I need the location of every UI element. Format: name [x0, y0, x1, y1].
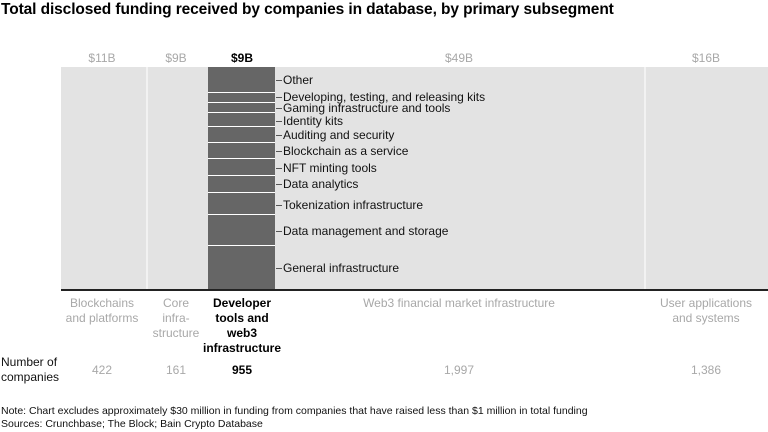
segment-label-nft: NFT minting tools [283, 161, 377, 175]
segment-general [208, 246, 275, 289]
segment-nft [208, 159, 275, 175]
value-user-apps: $16B [691, 51, 721, 65]
segment-dev-kits [208, 93, 275, 102]
category-label-core: Core infra- structure [153, 296, 200, 341]
label-line: User applications [659, 296, 753, 310]
label-line: and platforms [65, 311, 139, 325]
bar-developer-stack [208, 67, 275, 289]
segment-auditing [208, 127, 275, 142]
segment-other [208, 67, 275, 92]
segment-identity [208, 113, 275, 126]
segment-data-management [208, 215, 275, 245]
value-developer: $9B [230, 51, 254, 65]
tick-mark [276, 205, 282, 206]
tick-mark [276, 135, 282, 136]
label-line: companies [1, 370, 60, 384]
segment-label-tokenization: Tokenization infrastructure [283, 198, 424, 212]
label-line: and systems [672, 311, 740, 325]
tick-mark [276, 80, 282, 81]
count-developer: 955 [231, 363, 253, 377]
category-label-web3-financial: Web3 financial market infrastructure [363, 296, 555, 311]
segment-label-data-management: Data management and storage [283, 224, 449, 238]
segment-baas [208, 143, 275, 158]
value-web3-financial: $49B [444, 51, 474, 65]
segment-label-baas: Blockchain as a service [283, 144, 409, 158]
count-web3-financial: 1,997 [443, 363, 475, 377]
tick-mark [276, 184, 282, 185]
footnote-note: Note: Chart excludes approximately $30 m… [1, 405, 588, 417]
segment-label-auditing: Auditing and security [283, 128, 395, 142]
segment-label-other: Other [283, 73, 314, 87]
segment-label-dev-kits: Developing, testing, and releasing kits [283, 90, 486, 104]
label-line: infrastructure [202, 341, 282, 355]
value-core: $9B [165, 51, 187, 65]
category-label-blockchains: Blockchains and platforms [66, 296, 139, 326]
column-divider [146, 67, 148, 289]
tick-mark [276, 231, 282, 232]
label-line: infra- [162, 311, 190, 325]
label-line: Developer [212, 296, 272, 310]
x-axis-baseline [61, 289, 768, 291]
segment-tokenization [208, 193, 275, 214]
bar-user-apps [646, 67, 768, 289]
category-label-developer: Developer tools and web3 infrastructure [203, 296, 281, 356]
tick-mark [276, 97, 282, 98]
footnote-sources: Sources: Crunchbase; The Block; Bain Cry… [1, 418, 263, 430]
segment-label-data-analytics: Data analytics [283, 177, 359, 191]
segment-label-identity: Identity kits [283, 114, 344, 128]
bar-core [148, 67, 208, 289]
category-label-user-apps: User applications and systems [660, 296, 752, 326]
bar-blockchains [61, 67, 146, 289]
tick-mark [276, 121, 282, 122]
label-line: Number of [1, 355, 58, 369]
segment-data-analytics [208, 176, 275, 192]
count-core: 161 [165, 363, 187, 377]
segment-label-gaming: Gaming infrastructure and tools [283, 101, 451, 115]
chart-title: Total disclosed funding received by comp… [1, 1, 614, 18]
tick-mark [276, 108, 282, 109]
label-line: web3 [226, 326, 257, 340]
column-divider [644, 67, 646, 289]
label-line: Blockchains [69, 296, 135, 310]
tick-mark [276, 168, 282, 169]
segment-gaming [208, 103, 275, 112]
segment-label-general: General infrastructure [283, 261, 400, 275]
label-line: structure [152, 326, 200, 340]
count-user-apps: 1,386 [690, 363, 722, 377]
tick-mark [276, 268, 282, 269]
bar-web3-financial [275, 67, 644, 289]
label-line: Web3 financial market infrastructure [363, 296, 555, 310]
label-line: Core [162, 296, 189, 310]
tick-mark [276, 151, 282, 152]
label-line: tools and [215, 311, 269, 325]
row-label-number-of-companies: Number of companies [1, 355, 59, 385]
count-blockchains: 422 [91, 363, 113, 377]
value-blockchains: $11B [88, 51, 116, 65]
